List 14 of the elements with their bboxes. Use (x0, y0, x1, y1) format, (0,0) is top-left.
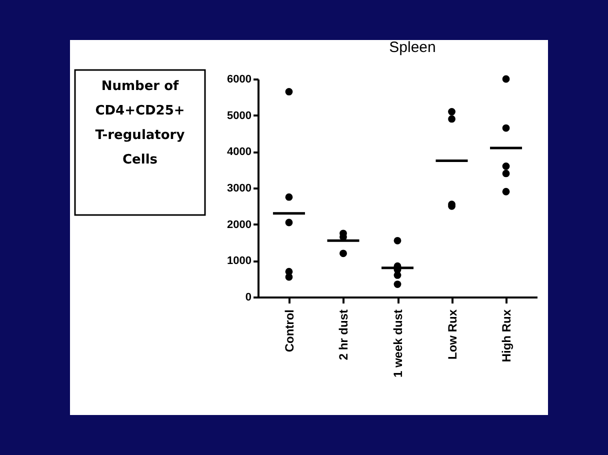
y-tick-label: 0 (245, 292, 252, 304)
y-tick-label: 5000 (227, 110, 252, 122)
x-tick-label: Low Rux (445, 309, 460, 360)
y-tick-label: 3000 (227, 182, 252, 194)
y-tick-label: 4000 (227, 146, 252, 158)
y-tick-label: 2000 (227, 218, 252, 231)
x-tick-label: 1 week dust (391, 310, 405, 378)
x-tick-label: Control (282, 310, 296, 352)
y-tick-label: 1000 (227, 255, 252, 268)
x-tick-label: 2 hr dust (336, 309, 351, 360)
y-axis-title: Number of CD4+CD25+ T-regulatory Cells (95, 79, 186, 168)
chart-title: Spleen (389, 39, 436, 56)
x-tick-label: High Rux (500, 309, 514, 362)
y-tick-label: 6000 (227, 74, 252, 86)
